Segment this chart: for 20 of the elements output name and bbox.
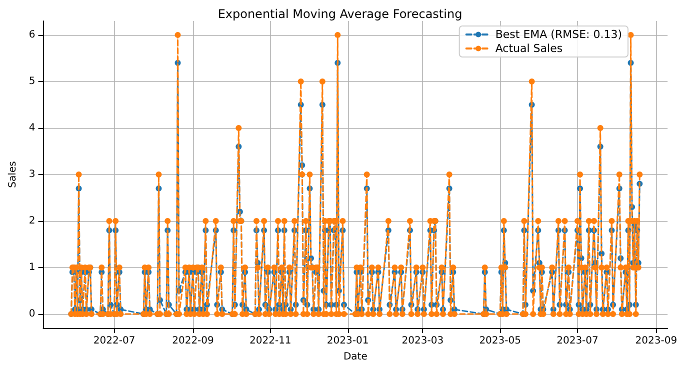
y-tick-label: 4: [28, 122, 36, 134]
y-tick-label: 6: [28, 29, 36, 40]
y-tick-label: 5: [28, 76, 36, 87]
y-tick-label: 0: [28, 308, 36, 320]
y-axis-title: Sales: [8, 161, 18, 188]
y-tick-label: 1: [28, 262, 36, 274]
x-axis-title: Date: [343, 352, 368, 362]
legend-label: Actual Sales: [495, 42, 563, 55]
x-tick-label: 2023-05: [479, 336, 521, 346]
x-tick-label: 2023-03: [402, 336, 444, 346]
x-tick-label: 2023-07: [556, 336, 598, 346]
y-tick-label: 2: [28, 216, 36, 227]
x-tick-label: 2022-11: [250, 336, 292, 346]
x-tick-label: 2023-09: [635, 336, 678, 346]
x-tick-label: 2023-01: [326, 336, 369, 346]
chart-title: Exponential Moving Average Forecasting: [218, 7, 462, 21]
legend-label: Best EMA (RMSE: 0.13): [495, 28, 622, 41]
y-tick-label: 3: [28, 169, 36, 180]
x-tick-label: 2022-07: [93, 336, 136, 346]
x-tick-label: 2022-09: [172, 336, 214, 346]
